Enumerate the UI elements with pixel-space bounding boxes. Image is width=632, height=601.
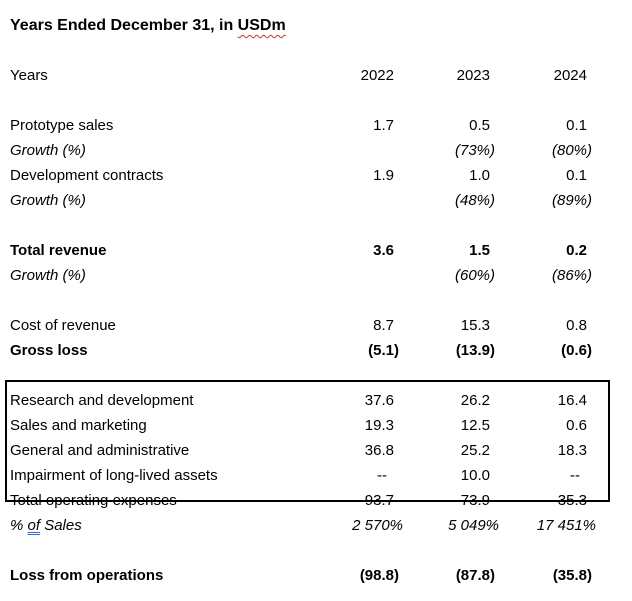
spacer-row — [10, 213, 632, 238]
cell-value: 25.2 — [460, 442, 490, 459]
cell-value: (0.6) — [561, 342, 592, 359]
cell-value: 37.6 — [364, 392, 394, 409]
page-title: Years Ended December 31, in USDm — [10, 13, 632, 38]
cell-value: 1.5 — [469, 242, 490, 259]
cell-value: (60%) — [454, 267, 495, 284]
grammar-flagged-word: of — [27, 517, 41, 534]
cell-value: (5.1) — [368, 342, 399, 359]
cell-value: (87.8) — [455, 567, 495, 584]
table-row: Gross loss (5.1) (13.9) (0.6) — [10, 338, 632, 363]
spacer-row — [10, 538, 632, 563]
table-row: Growth (%) (60%) (86%) — [10, 263, 632, 288]
row-label: Growth (%) — [10, 142, 86, 159]
label-text: Sales — [40, 517, 82, 534]
cell-value: 18.3 — [557, 442, 587, 459]
row-label: Total operating expenses — [10, 492, 177, 509]
cell-value: (13.9) — [455, 342, 495, 359]
cell-value: 1.7 — [373, 117, 394, 134]
row-label: Total revenue — [10, 242, 107, 259]
cell-value: 15.3 — [460, 317, 490, 334]
cell-value: 5 049% — [448, 517, 499, 534]
cell-value — [297, 138, 394, 163]
cell-value: 36.8 — [364, 442, 394, 459]
table-row: Impairment of long-lived assets -- 10.0 -- — [10, 463, 632, 488]
table-header-row: Years 2022 2023 2024 — [10, 63, 632, 88]
year-column-header: 2022 — [360, 67, 394, 84]
cell-value: 35.3 — [557, 492, 587, 509]
cell-value: 0.5 — [469, 117, 490, 134]
cell-value: 26.2 — [460, 392, 490, 409]
table-row: Sales and marketing 19.3 12.5 0.6 — [10, 413, 632, 438]
row-label: Prototype sales — [10, 117, 114, 134]
cell-value: (89%) — [551, 192, 592, 209]
cell-value — [297, 263, 394, 288]
row-label: Cost of revenue — [10, 317, 116, 334]
table-row: Prototype sales 1.7 0.5 0.1 — [10, 113, 632, 138]
years-header-label: Years — [10, 67, 48, 84]
cell-value: 17 451% — [536, 517, 596, 534]
cell-value: (48%) — [454, 192, 495, 209]
title-gap — [10, 38, 632, 63]
table-body: Years 2022 2023 2024 Prototype sales 1.7 0.5 0.… — [10, 63, 632, 588]
cell-value: 19.3 — [364, 417, 394, 434]
spacer-row — [10, 363, 632, 388]
row-label: Impairment of long-lived assets — [10, 467, 218, 484]
cell-value: -- — [570, 467, 580, 484]
cell-value: 1.0 — [469, 167, 490, 184]
row-label: Sales and marketing — [10, 417, 147, 434]
row-label: Development contracts — [10, 167, 164, 184]
cell-value: 8.7 — [373, 317, 394, 334]
title-text: Years Ended December 31, in — [10, 17, 238, 34]
table-row: Cost of revenue 8.7 15.3 0.8 — [10, 313, 632, 338]
cell-value: (98.8) — [359, 567, 399, 584]
cell-value: 10.0 — [460, 467, 490, 484]
cell-value: (80%) — [551, 142, 592, 159]
table-row: General and administrative 36.8 25.2 18.3 — [10, 438, 632, 463]
row-label: Gross loss — [10, 342, 88, 359]
row-label: Growth (%) — [10, 192, 86, 209]
row-label: Research and development — [10, 392, 194, 409]
cell-value: 0.8 — [566, 317, 587, 334]
cell-value: 3.6 — [373, 242, 394, 259]
cell-value: -- — [377, 467, 387, 484]
cell-value: 0.6 — [566, 417, 587, 434]
cell-value: 93.7 — [364, 492, 394, 509]
cell-value: (86%) — [551, 267, 592, 284]
cell-value: 0.2 — [566, 242, 587, 259]
label-text: % — [10, 517, 28, 534]
cell-value: 0.1 — [566, 117, 587, 134]
cell-value — [297, 188, 394, 213]
table-row: Total revenue 3.6 1.5 0.2 — [10, 238, 632, 263]
spellcheck-flagged-word: USDm — [237, 17, 286, 34]
cell-value: 16.4 — [557, 392, 587, 409]
table-row: Loss from operations (98.8) (87.8) (35.8) — [10, 563, 632, 588]
cell-value: 12.5 — [460, 417, 490, 434]
spacer-row — [10, 88, 632, 113]
table-row: Research and development 37.6 26.2 16.4 — [10, 388, 632, 413]
spacer-row — [10, 288, 632, 313]
table-row: % of Sales 2 570% 5 049% 17 451% — [10, 513, 632, 538]
table-row: Growth (%) (48%) (89%) — [10, 188, 632, 213]
table-row: Total operating expenses 93.7 73.9 35.3 — [10, 488, 632, 513]
table-row: Growth (%) (73%) (80%) — [10, 138, 632, 163]
row-label: % of Sales — [10, 513, 297, 538]
cell-value: 0.1 — [566, 167, 587, 184]
row-label: Loss from operations — [10, 567, 164, 584]
year-column-header: 2023 — [456, 67, 490, 84]
row-label: General and administrative — [10, 442, 190, 459]
cell-value: 73.9 — [460, 492, 490, 509]
cell-value: 2 570% — [352, 517, 403, 534]
cell-value: (73%) — [454, 142, 495, 159]
table-row: Development contracts 1.9 1.0 0.1 — [10, 163, 632, 188]
year-column-header: 2024 — [553, 67, 587, 84]
cell-value: 1.9 — [373, 167, 394, 184]
row-label: Growth (%) — [10, 267, 86, 284]
cell-value: (35.8) — [552, 567, 592, 584]
